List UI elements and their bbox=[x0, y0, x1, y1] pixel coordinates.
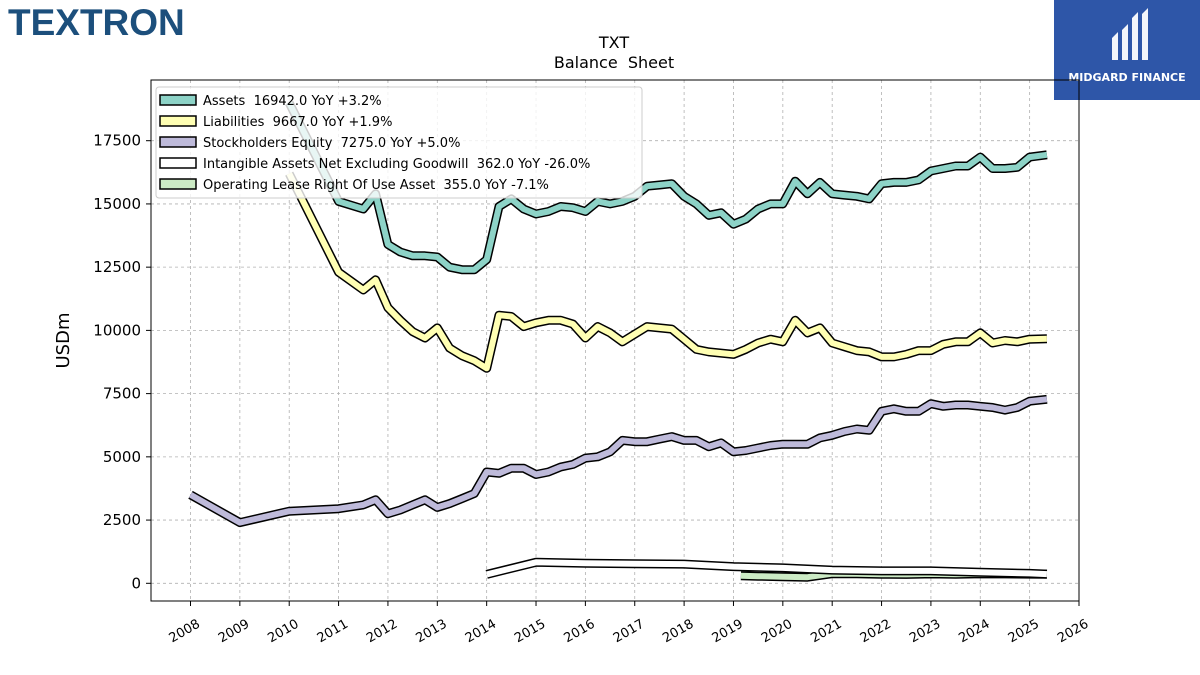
legend-swatch-liabilities bbox=[159, 115, 197, 127]
chart-title: TXT bbox=[598, 33, 629, 52]
series-outline-liabilities bbox=[285, 171, 1048, 373]
midgard-finance-logo: MIDGARD FINANCE bbox=[1054, 0, 1200, 100]
midgard-emblem-icon bbox=[1112, 8, 1148, 60]
y-tick-label: 15000 bbox=[93, 195, 141, 213]
legend-label-stockholders-equity: Stockholders Equity 7275.0 YoY +5.0% bbox=[203, 136, 460, 151]
x-tick-label: 2019 bbox=[710, 617, 746, 647]
y-axis-label: USDm bbox=[53, 313, 74, 369]
legend-label-intangible-assets-net-excluding-goodwill: Intangible Assets Net Excluding Goodwill… bbox=[203, 157, 590, 172]
series-line-assets bbox=[286, 101, 1048, 273]
x-tick-label: 2021 bbox=[808, 617, 844, 647]
x-tick-label: 2023 bbox=[907, 617, 943, 647]
plot-frame bbox=[150, 79, 1080, 602]
x-tick-label: 2020 bbox=[759, 617, 795, 647]
legend: Assets 16942.0 YoY +3.2% Liabilities 9667… bbox=[155, 86, 643, 199]
y-tick-label: 17500 bbox=[93, 132, 141, 150]
x-tick-label: 2016 bbox=[562, 617, 598, 647]
series-line-stockholders-equity bbox=[189, 396, 1048, 526]
y-tick-label: 5000 bbox=[103, 448, 141, 466]
y-tick-label: 12500 bbox=[93, 258, 141, 276]
x-tick-label: 2026 bbox=[1055, 617, 1091, 647]
legend-label-operating-lease-right-of-use-asset: Operating Lease Right Of Use Asset 355.0… bbox=[203, 178, 549, 193]
x-tick-label: 2011 bbox=[315, 617, 351, 647]
legend-swatch-operating-lease-right-of-use-asset bbox=[159, 178, 197, 190]
x-tick-label: 2015 bbox=[512, 617, 548, 647]
chart-subtitle: Balance Sheet bbox=[554, 53, 674, 72]
y-tick-label: 7500 bbox=[103, 385, 141, 403]
y-tick-label: 2500 bbox=[103, 511, 141, 529]
textron-logo: TEXTRON bbox=[8, 2, 185, 43]
x-tick-label: 2022 bbox=[858, 617, 894, 647]
x-tick-label: 2017 bbox=[611, 617, 647, 647]
x-tick-label: 2008 bbox=[167, 617, 203, 647]
x-tick-label: 2014 bbox=[463, 617, 499, 647]
y-tick-label: 0 bbox=[131, 574, 141, 592]
legend-box bbox=[155, 86, 643, 199]
legend-label-assets: Assets 16942.0 YoY +3.2% bbox=[203, 94, 382, 109]
x-tick-label: 2024 bbox=[956, 617, 992, 647]
legend-swatch-stockholders-equity bbox=[159, 136, 197, 148]
series-line-intangible-assets-net-excluding-goodwill bbox=[485, 559, 1048, 578]
x-tick-label: 2009 bbox=[216, 617, 252, 647]
legend-swatch-intangible-assets-net-excluding-goodwill bbox=[159, 157, 197, 169]
x-tick-label: 2010 bbox=[265, 617, 301, 647]
y-tick-label: 10000 bbox=[93, 321, 141, 339]
x-tick-label: 2012 bbox=[364, 617, 400, 647]
x-tick-label: 2025 bbox=[1006, 617, 1042, 647]
partner-logo-label: MIDGARD FINANCE bbox=[1068, 71, 1186, 84]
series-outline-stockholders-equity bbox=[188, 394, 1048, 528]
legend-label-liabilities: Liabilities 9667.0 YoY +1.9% bbox=[203, 115, 392, 130]
x-tick-label: 2018 bbox=[660, 617, 696, 647]
x-tick-label: 2013 bbox=[413, 617, 449, 647]
series-line-liabilities bbox=[286, 172, 1047, 372]
legend-swatch-assets bbox=[159, 94, 197, 106]
